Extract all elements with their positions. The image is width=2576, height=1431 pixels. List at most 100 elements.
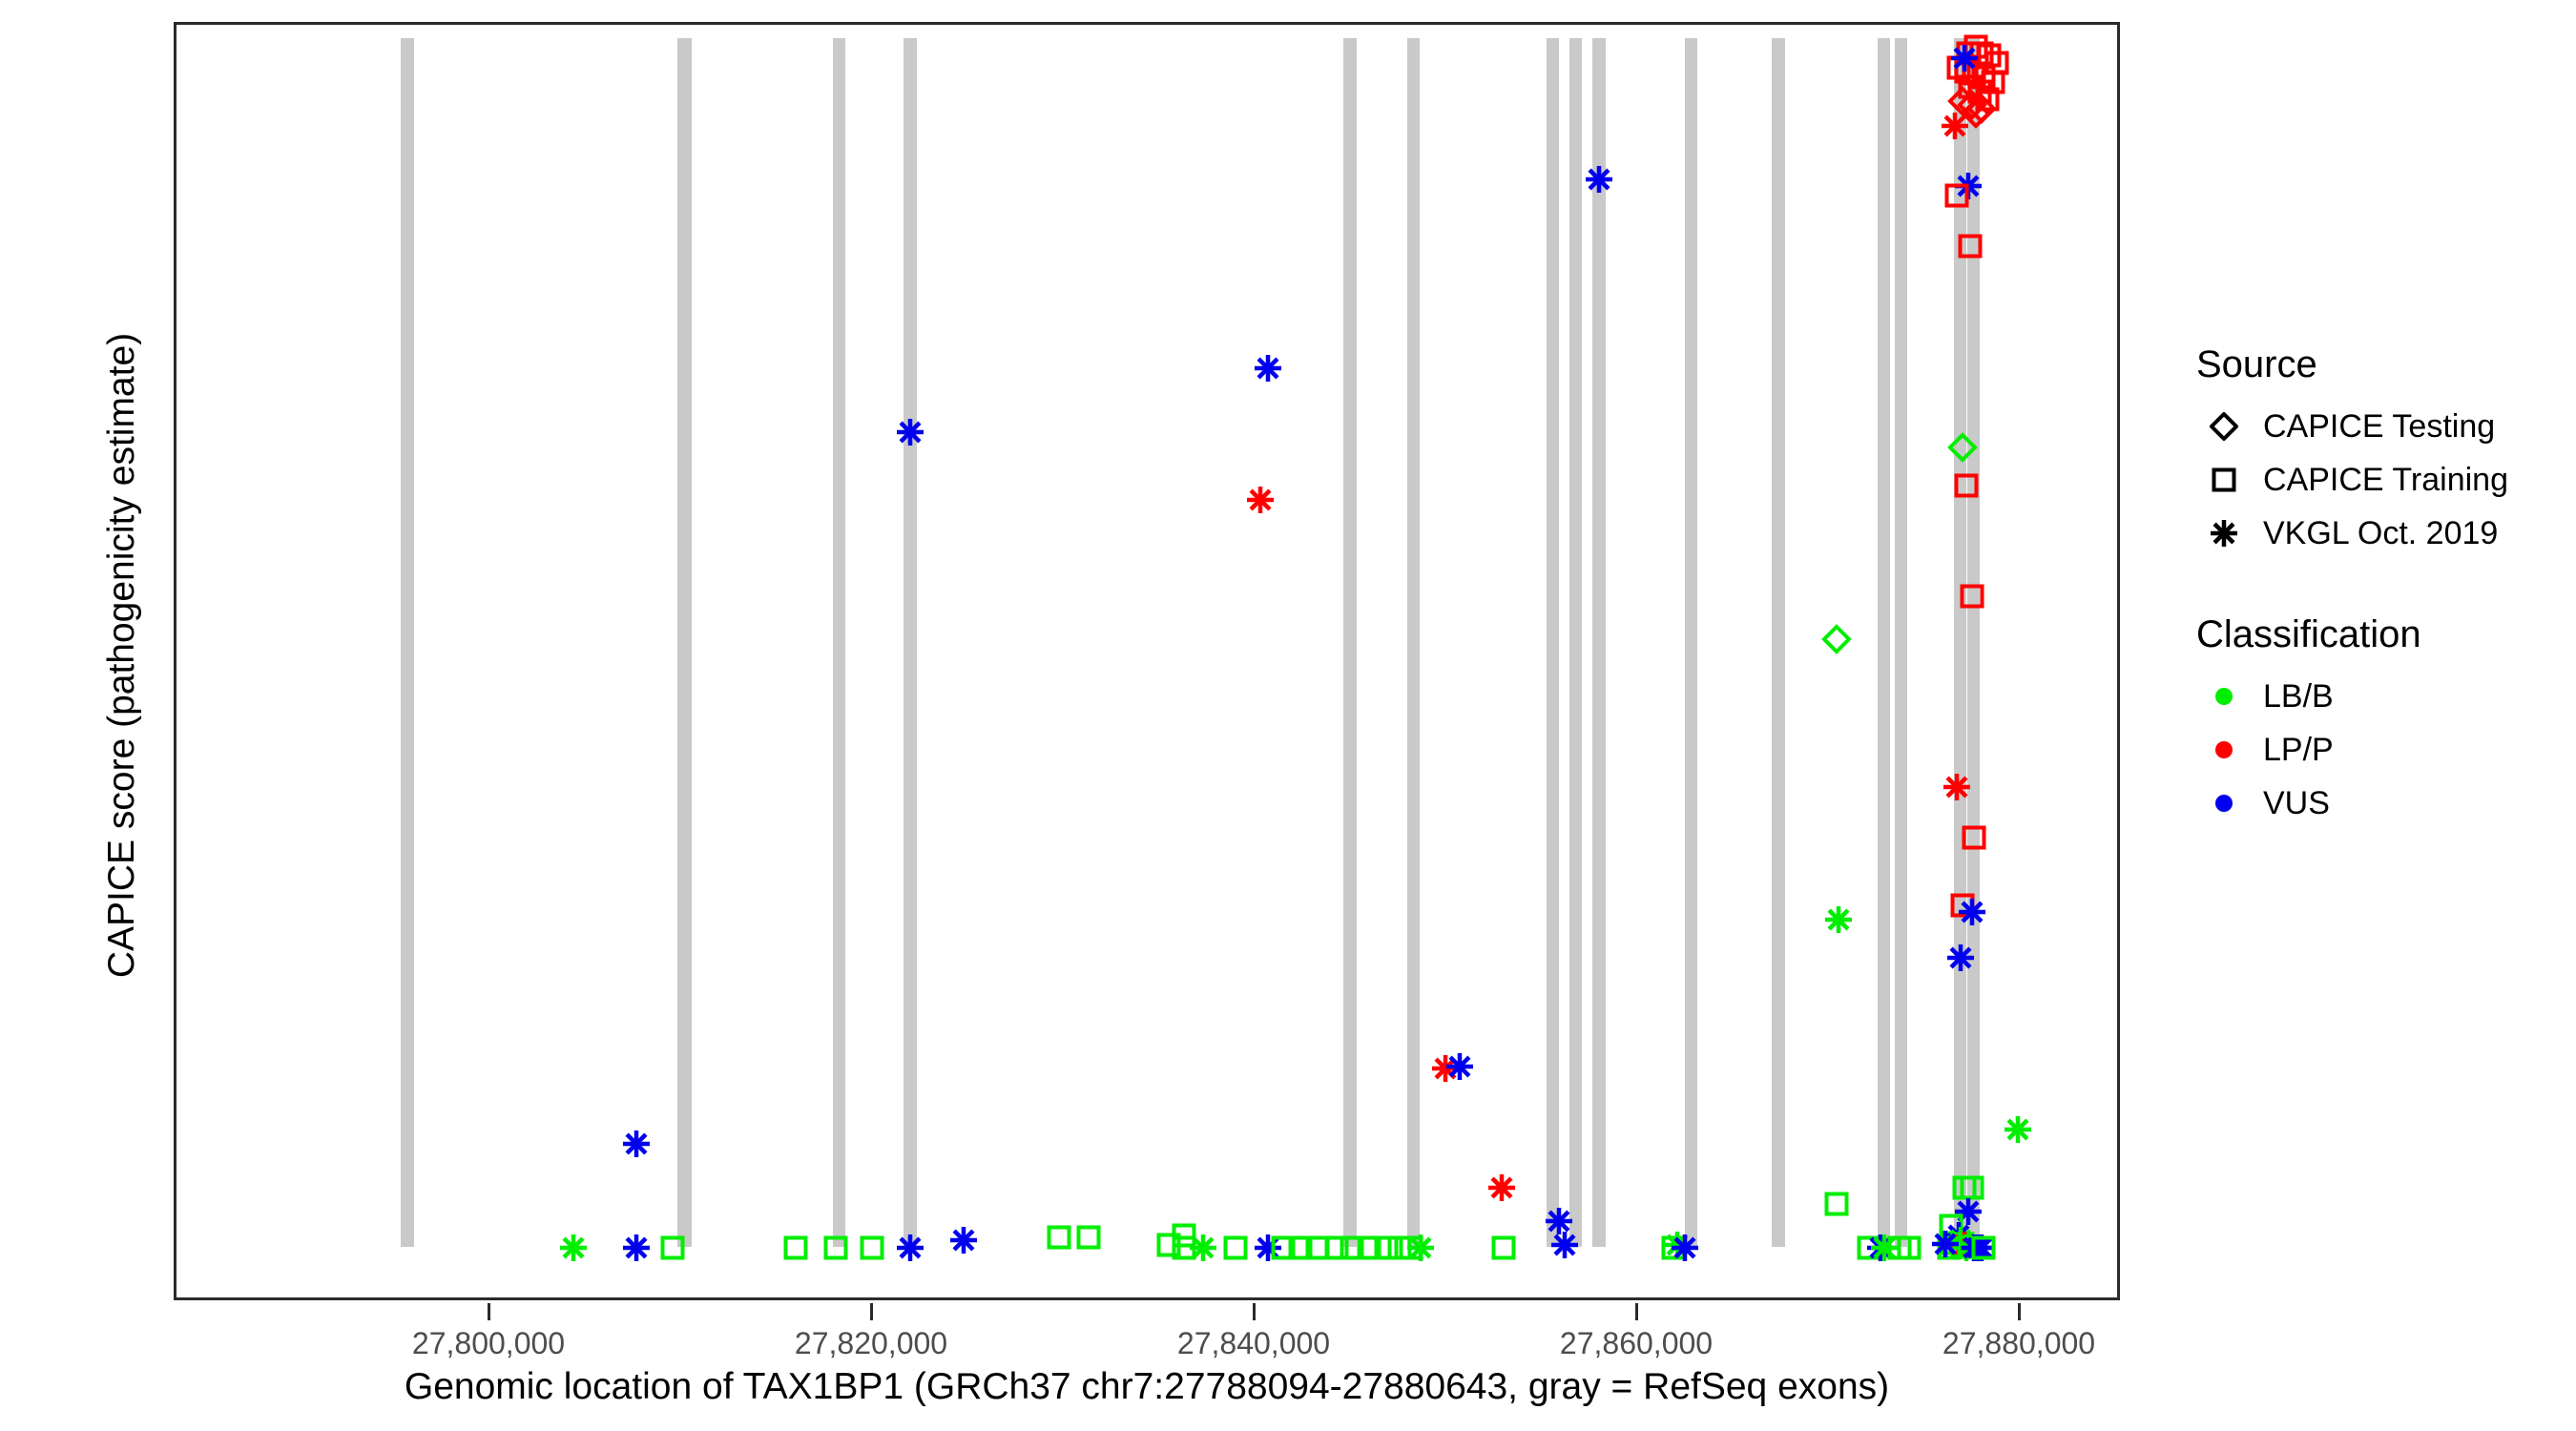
exon-bar <box>833 38 846 1247</box>
data-point-marker <box>1221 1234 1250 1262</box>
data-point-marker <box>1946 944 1975 972</box>
x-axis-label: Genomic location of TAX1BP1 (GRCh37 chr7… <box>404 1366 1890 1407</box>
x-tick-mark <box>870 1303 873 1320</box>
data-point-marker <box>1545 1207 1573 1235</box>
data-point-marker <box>1074 1223 1103 1252</box>
data-point-marker <box>1820 624 1852 655</box>
legend-item-label: CAPICE Testing <box>2263 407 2496 445</box>
legend-title-classification: Classification <box>2196 613 2421 655</box>
exon-bar <box>1684 38 1697 1247</box>
data-point-marker <box>1489 1234 1518 1262</box>
data-point-marker <box>1957 90 1987 120</box>
data-point-marker <box>1941 112 1969 140</box>
exon-bar <box>1878 38 1891 1247</box>
data-point-marker <box>1269 1234 1298 1262</box>
circle-marker-icon <box>2194 723 2254 777</box>
data-point-marker <box>949 1226 978 1255</box>
data-point-marker <box>1931 1230 1960 1258</box>
data-point-marker <box>1961 98 1991 129</box>
x-tick-label: 27,820,000 <box>794 1326 948 1360</box>
data-point-marker <box>1947 432 1978 464</box>
legend-item[interactable]: CAPICE Testing <box>2194 400 2557 453</box>
y-axis-label: CAPICE score (pathogenicity estimate) <box>101 332 142 979</box>
data-point-marker <box>1246 486 1275 514</box>
exon-bar <box>1772 38 1786 1247</box>
data-point-marker <box>781 1234 810 1262</box>
data-point-marker <box>1958 898 1986 926</box>
exon-bar <box>677 38 692 1247</box>
x-tick-mark <box>1253 1303 1256 1320</box>
data-point-marker <box>1045 1223 1073 1252</box>
x-tick-label: 27,880,000 <box>1942 1326 2096 1360</box>
data-point-marker <box>622 1234 651 1262</box>
plot-panel <box>174 22 2120 1300</box>
legend: Source CAPICE Testing CAPICE Training VKG… <box>2194 343 2557 830</box>
x-tick-label: 27,860,000 <box>1559 1326 1714 1360</box>
data-point-marker <box>658 1234 687 1262</box>
data-point-marker <box>1822 1190 1851 1218</box>
data-point-marker <box>1958 1173 1986 1202</box>
legend-item[interactable]: LB/B <box>2194 670 2557 723</box>
legend-item[interactable]: VUS <box>2194 777 2557 830</box>
data-point-marker <box>1355 1234 1383 1262</box>
y-axis-label-wrap: CAPICE score (pathogenicity estimate) <box>17 0 142 1336</box>
square-marker-icon <box>2194 453 2254 507</box>
data-point-marker <box>1960 823 1988 852</box>
exon-bar <box>400 38 414 1247</box>
data-point-marker <box>1372 1234 1401 1262</box>
x-tick-label: 27,800,000 <box>411 1326 566 1360</box>
x-tick-label: 27,840,000 <box>1176 1326 1331 1360</box>
data-point-marker <box>1585 165 1613 194</box>
data-point-marker <box>1322 1234 1351 1262</box>
exon-bar <box>1591 38 1606 1247</box>
exon-bar <box>1967 38 1981 1247</box>
plot-area <box>177 25 2117 1297</box>
legend-item[interactable]: CAPICE Training <box>2194 453 2557 507</box>
data-point-marker <box>1338 1234 1366 1262</box>
data-point-marker <box>1286 1234 1315 1262</box>
data-point-marker <box>559 1234 588 1262</box>
data-point-marker <box>1956 232 1984 260</box>
data-point-marker <box>1189 1234 1217 1262</box>
circle-marker-icon <box>2194 670 2254 723</box>
legend-item-label: VKGL Oct. 2019 <box>2263 514 2499 551</box>
data-point-marker <box>1671 1234 1699 1262</box>
data-point-marker <box>1254 354 1282 383</box>
data-point-marker <box>896 418 924 446</box>
diamond-marker-icon <box>2194 400 2254 453</box>
legend-item[interactable]: LP/P <box>2194 723 2557 777</box>
exon-bar <box>1406 38 1420 1247</box>
x-tick-mark <box>488 1303 490 1320</box>
x-tick-mark <box>2018 1303 2021 1320</box>
exon-bar <box>1569 38 1583 1247</box>
exon-bar <box>1954 38 1967 1247</box>
legend-item[interactable]: VKGL Oct. 2019 <box>2194 507 2557 560</box>
legend-title-source: Source <box>2196 343 2317 385</box>
exon-bar <box>1343 38 1358 1247</box>
data-point-marker <box>1942 773 1971 801</box>
data-point-marker <box>1445 1052 1474 1081</box>
exon-bar <box>1895 38 1908 1247</box>
data-point-marker <box>1406 1234 1435 1262</box>
data-point-marker <box>1824 905 1853 934</box>
data-point-marker <box>896 1234 924 1262</box>
legend-item-label: VUS <box>2263 784 2330 821</box>
data-point-marker <box>1950 44 1979 73</box>
data-point-marker <box>622 1130 651 1158</box>
legend-item-label: LP/P <box>2263 731 2334 768</box>
data-point-marker <box>1895 1234 1923 1262</box>
exon-bar <box>1547 38 1560 1247</box>
legend-item-label: CAPICE Training <box>2263 461 2508 498</box>
data-point-marker <box>858 1234 886 1262</box>
data-point-marker <box>1487 1173 1516 1202</box>
legend-item-label: LB/B <box>2263 677 2334 715</box>
circle-marker-icon <box>2194 777 2254 830</box>
data-point-marker <box>1170 1221 1198 1250</box>
data-point-marker <box>1969 1234 1998 1262</box>
data-point-marker <box>1942 181 1971 210</box>
data-point-marker <box>1952 471 1981 500</box>
data-point-marker <box>821 1234 850 1262</box>
exon-bar <box>904 38 918 1247</box>
x-tick-mark <box>1635 1303 1638 1320</box>
